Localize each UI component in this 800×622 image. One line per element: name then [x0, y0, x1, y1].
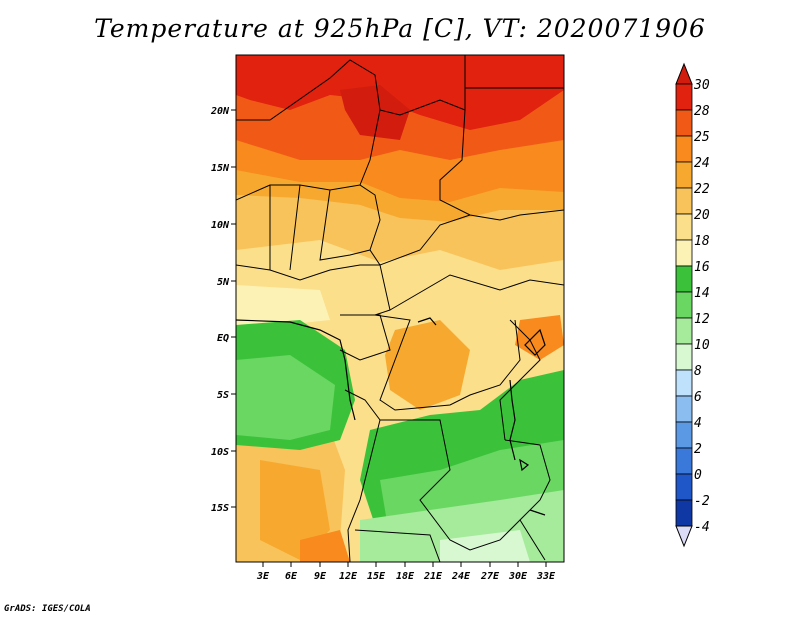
colorbar-swatch	[675, 239, 693, 267]
colorbar-label: 0	[694, 468, 702, 483]
colorbar-label: 20	[694, 208, 710, 223]
lon-label: 24E	[451, 571, 471, 582]
map-title: Temperature at 925hPa [C], VT: 202007190…	[94, 14, 706, 43]
map-frame	[235, 54, 565, 563]
lon-label: 21E	[423, 571, 443, 582]
lat-labels: 20N 15N 10N 5N EQ 5S 10S 15S	[210, 106, 230, 514]
credit-text: GrADS: IGES/COLA	[4, 604, 91, 614]
colorbar-label: 25	[694, 130, 710, 145]
lat-label: 15N	[211, 163, 230, 174]
lat-label: 15S	[211, 503, 229, 514]
colorbar-label: 2	[694, 442, 702, 457]
colorbar-swatch	[675, 83, 693, 111]
lat-label: 20N	[210, 106, 230, 117]
colorbar-swatch	[675, 369, 693, 397]
colorbar-label: 4	[694, 416, 702, 431]
lon-label: 27E	[480, 571, 500, 582]
colorbar-swatch	[675, 213, 693, 241]
colorbar-label: -4	[694, 520, 710, 535]
country-borders	[236, 55, 564, 562]
lon-label: 33E	[536, 571, 556, 582]
colorbar-label: 22	[694, 182, 710, 197]
lon-label: 18E	[396, 571, 415, 582]
colorbar-swatch	[675, 265, 693, 293]
colorbar-swatch	[675, 161, 693, 189]
lon-label: 9E	[314, 571, 327, 582]
colorbar-bottom-arrow	[675, 525, 693, 548]
colorbar-swatch	[675, 343, 693, 371]
colorbar-swatch	[675, 395, 693, 423]
colorbar-swatch	[675, 447, 693, 475]
lat-label: 10S	[211, 447, 229, 458]
colorbar-top-arrow	[675, 62, 693, 85]
colorbar-label: 30	[694, 78, 710, 93]
colorbar-label: 28	[694, 104, 710, 119]
lon-label: 15E	[367, 571, 386, 582]
lon-label: 30E	[508, 571, 528, 582]
lon-label: 6E	[285, 571, 298, 582]
colorbar-swatch	[675, 109, 693, 137]
colorbar-label: 18	[694, 234, 710, 249]
colorbar-swatch	[675, 421, 693, 449]
lon-labels: 3E 6E 9E 12E 15E 18E 21E 24E 27E 30E 33E	[256, 571, 556, 582]
temperature-field	[236, 55, 564, 562]
colorbar-label: 16	[694, 260, 710, 275]
colorbar-label: 10	[694, 338, 710, 353]
colorbar-swatch	[675, 317, 693, 345]
colorbar-label: 12	[694, 312, 710, 327]
colorbar-swatch	[675, 291, 693, 319]
lon-label: 3E	[256, 571, 270, 582]
lat-ticks	[231, 109, 236, 508]
colorbar-label: 6	[694, 390, 702, 405]
colorbar-label: -2	[694, 494, 710, 509]
lon-ticks	[262, 562, 547, 567]
colorbar-label: 8	[694, 364, 702, 379]
lat-label: 5S	[217, 390, 229, 401]
coastline	[236, 317, 546, 516]
colorbar-swatch	[675, 499, 693, 527]
colorbar	[675, 62, 693, 548]
lat-label: 10N	[211, 220, 230, 231]
lat-label: 5N	[217, 277, 230, 288]
colorbar-swatch	[675, 187, 693, 215]
colorbar-label: 24	[694, 156, 710, 171]
lon-label: 12E	[339, 571, 358, 582]
colorbar-label: 14	[694, 286, 710, 301]
colorbar-swatch	[675, 473, 693, 501]
colorbar-swatch	[675, 135, 693, 163]
lat-label: EQ	[217, 333, 229, 344]
